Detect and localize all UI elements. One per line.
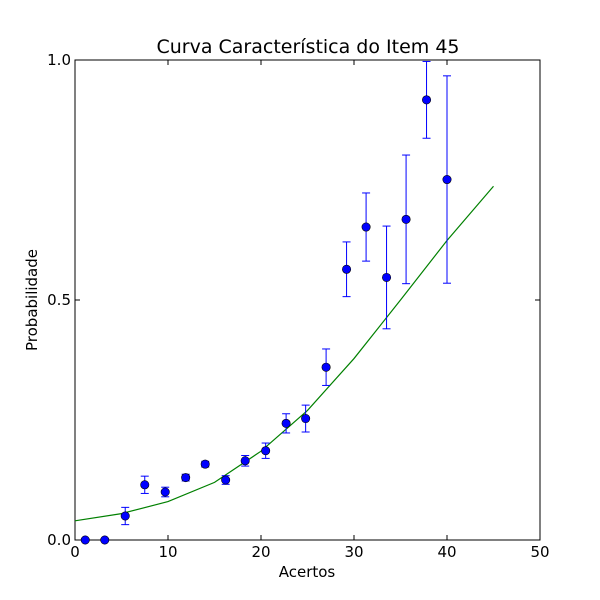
data-point (442, 175, 452, 185)
x-tick-label: 40 (437, 543, 456, 561)
data-point (80, 535, 90, 545)
x-tick-label: 50 (530, 543, 549, 561)
x-tick-label: 10 (158, 543, 177, 561)
data-point (321, 362, 331, 372)
x-axis-label: Acertos (279, 563, 336, 581)
data-point (240, 456, 250, 466)
data-point (200, 459, 210, 469)
fitted-curve (74, 185, 494, 522)
axis-ticks: 0 10 20 30 40 50 0.0 0.5 1.0 (47, 51, 549, 561)
y-tick-label: 0.0 (47, 531, 71, 549)
x-tick-label: 0 (70, 543, 80, 561)
data-point (382, 272, 392, 282)
x-tick-label: 30 (344, 543, 363, 561)
chart-title: Curva Característica do Item 45 (156, 36, 459, 58)
y-tick-label: 0.5 (47, 291, 71, 309)
y-tick-label: 1.0 (47, 51, 71, 69)
data-point (261, 446, 271, 456)
data-point (361, 222, 371, 232)
fitted-curve-layer (74, 185, 494, 522)
x-tick-label: 20 (251, 543, 270, 561)
data-point (140, 480, 150, 490)
data-points-layer (80, 60, 452, 545)
data-point (401, 214, 411, 224)
data-point (160, 487, 170, 497)
data-point (181, 473, 191, 483)
plot-area (74, 59, 541, 541)
data-point (422, 95, 432, 105)
data-point (221, 475, 231, 485)
data-point (301, 414, 311, 424)
data-point (120, 511, 130, 521)
data-point (281, 418, 291, 428)
y-axis-label: Probabilidade (23, 249, 41, 351)
data-point (100, 535, 110, 545)
data-point (342, 264, 352, 274)
